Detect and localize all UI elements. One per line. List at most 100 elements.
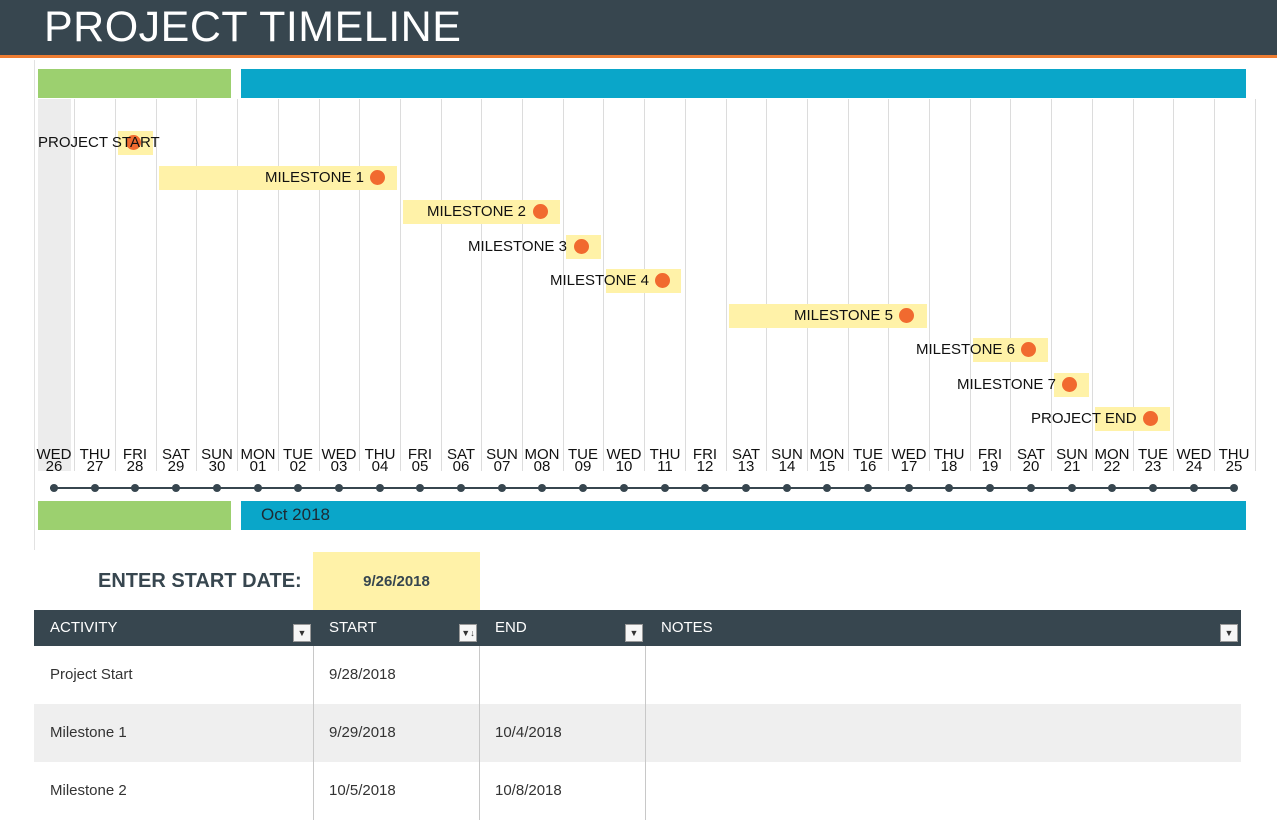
day-number-label: 25 [1225, 458, 1243, 475]
day-number-label: 23 [1144, 458, 1162, 475]
day-number-label: 10 [615, 458, 633, 475]
cell-end[interactable]: 10/4/2018 [495, 724, 562, 741]
day-number-label: 28 [126, 458, 144, 475]
day-grid-line [888, 99, 889, 471]
milestone-label: PROJECT START [38, 134, 160, 151]
axis-tick-dot [905, 484, 913, 492]
day-name-label: FRI [122, 446, 148, 463]
milestone-marker [1062, 377, 1077, 392]
table-row[interactable]: Milestone 1 9/29/2018 10/4/2018 [34, 704, 1241, 762]
day-grid-line [1255, 99, 1256, 471]
day-name-label: MON [1094, 446, 1130, 463]
axis-tick-dot [294, 484, 302, 492]
cell-activity[interactable]: Milestone 1 [50, 724, 127, 741]
axis-tick-dot [1068, 484, 1076, 492]
day-name-label: WED [36, 446, 72, 463]
milestone-label: PROJECT END [1031, 410, 1137, 427]
end-filter-dropdown-icon[interactable]: ▼ [625, 624, 643, 642]
day-grid-line [970, 99, 971, 471]
month-band-top-previous [38, 69, 231, 98]
day-number-label: 21 [1063, 458, 1081, 475]
day-name-label: MON [524, 446, 560, 463]
milestone-marker [533, 204, 548, 219]
day-name-label: WED [321, 446, 357, 463]
milestone-bar[interactable] [159, 166, 397, 190]
day-name-label: SAT [161, 446, 191, 463]
milestone-label: MILESTONE 7 [957, 376, 1056, 393]
axis-tick-dot [579, 484, 587, 492]
axis-tick-dot [50, 484, 58, 492]
milestone-label: MILESTONE 5 [794, 307, 893, 324]
notes-filter-dropdown-icon[interactable]: ▼ [1220, 624, 1238, 642]
day-grid-line [74, 99, 75, 471]
day-number-label: 20 [1022, 458, 1040, 475]
chart-left-border [34, 60, 35, 550]
day-name-label: SUN [201, 446, 233, 463]
start-sort-filter-icon[interactable]: ▼↓ [459, 624, 477, 642]
milestone-marker [370, 170, 385, 185]
table-row[interactable]: Milestone 2 10/5/2018 10/8/2018 [34, 762, 1241, 820]
day-grid-line [1010, 99, 1011, 471]
axis-tick-dot [945, 484, 953, 492]
day-number-label: 15 [818, 458, 836, 475]
day-name-label: TUE [853, 446, 883, 463]
milestone-marker [1143, 411, 1158, 426]
day-number-label: 22 [1103, 458, 1121, 475]
cell-start[interactable]: 10/5/2018 [329, 782, 396, 799]
header-start[interactable]: START [329, 619, 377, 636]
day-grid-line [1133, 99, 1134, 471]
axis-tick-dot [254, 484, 262, 492]
day-name-label: TUE [568, 446, 598, 463]
header-activity[interactable]: ACTIVITY [50, 619, 118, 636]
day-grid-line [1214, 99, 1215, 471]
axis-tick-dot [1190, 484, 1198, 492]
axis-tick-dot [986, 484, 994, 492]
day-number-label: 16 [859, 458, 877, 475]
day-number-label: 17 [900, 458, 918, 475]
cell-activity[interactable]: Project Start [50, 666, 133, 683]
column-divider [479, 646, 480, 820]
header-end[interactable]: END [495, 619, 527, 636]
day-grid-line [685, 99, 686, 471]
table-header: ACTIVITY ▼ START ▼↓ END ▼ NOTES ▼ [34, 610, 1241, 646]
axis-tick-dot [172, 484, 180, 492]
day-name-label: TUE [283, 446, 313, 463]
axis-tick-dot [376, 484, 384, 492]
milestone-bar[interactable] [729, 304, 927, 328]
day-number-label: 11 [657, 458, 673, 475]
milestone-marker [574, 239, 589, 254]
day-name-label: WED [1176, 446, 1212, 463]
day-name-label: THU [79, 446, 111, 463]
cell-start[interactable]: 9/29/2018 [329, 724, 396, 741]
start-date-value: 9/26/2018 [363, 572, 430, 590]
activity-filter-dropdown-icon[interactable]: ▼ [293, 624, 311, 642]
axis-tick-dot [335, 484, 343, 492]
milestone-label: MILESTONE 2 [427, 203, 526, 220]
milestone-label: MILESTONE 4 [550, 272, 649, 289]
day-number-label: 05 [411, 458, 429, 475]
day-number-label: 01 [249, 458, 267, 475]
day-grid-line [1051, 99, 1052, 471]
cell-start[interactable]: 9/28/2018 [329, 666, 396, 683]
cell-activity[interactable]: Milestone 2 [50, 782, 127, 799]
day-grid-line [278, 99, 279, 471]
day-grid-line [522, 99, 523, 471]
day-name-label: THU [933, 446, 965, 463]
day-grid-line [807, 99, 808, 471]
day-grid-line [563, 99, 564, 471]
axis-tick-dot [1149, 484, 1157, 492]
header-notes[interactable]: NOTES [661, 619, 713, 636]
day-number-label: 03 [330, 458, 348, 475]
axis-tick-dot [1108, 484, 1116, 492]
day-number-label: 18 [940, 458, 958, 475]
axis-tick-dot [864, 484, 872, 492]
month-label: Oct 2018 [261, 505, 330, 524]
cell-end[interactable]: 10/8/2018 [495, 782, 562, 799]
table-row[interactable]: Project Start 9/28/2018 [34, 646, 1241, 704]
day-grid-line [359, 99, 360, 471]
start-date-input[interactable]: 9/26/2018 [313, 552, 480, 610]
day-grid-line [237, 99, 238, 471]
milestone-marker [899, 308, 914, 323]
day-grid-line [766, 99, 767, 471]
day-grid-line [848, 99, 849, 471]
